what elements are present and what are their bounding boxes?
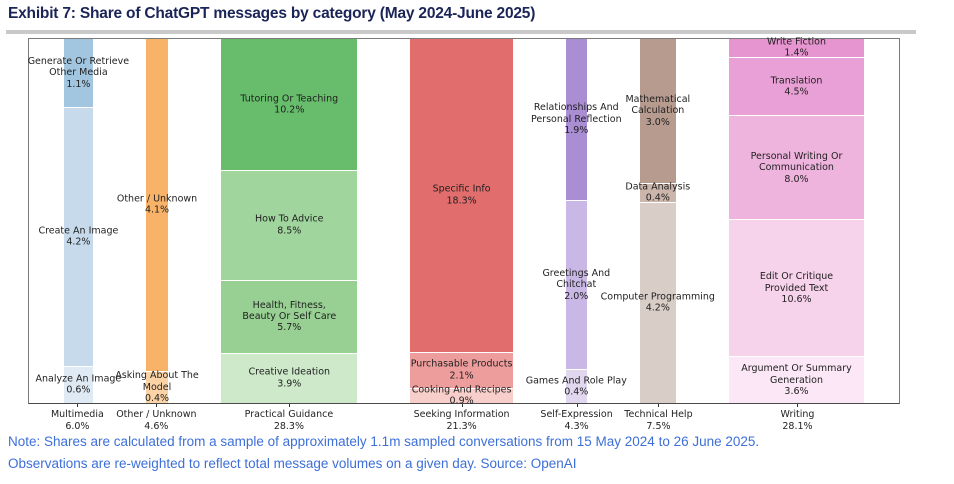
segment-edit-or-critique-provided-text: Edit Or Critique Provided Text 10.6% bbox=[729, 219, 864, 357]
segment-label: Creative Ideation 3.9% bbox=[248, 367, 331, 390]
segment-personal-writing-or-communication: Personal Writing Or Communication 8.0% bbox=[729, 115, 864, 220]
segment-label: Relationships And Personal Reflection 1.… bbox=[530, 102, 622, 137]
segment-label: Generate Or Retrieve Other Media 1.1% bbox=[27, 55, 130, 90]
segment-cooking-and-recipes: Cooking And Recipes 0.9% bbox=[410, 384, 513, 407]
chart-title: Exhibit 7: Share of ChatGPT messages by … bbox=[8, 5, 536, 22]
segment-games-and-role-play: Games And Role Play 0.4% bbox=[526, 369, 627, 403]
segment-label: Translation 4.5% bbox=[770, 75, 823, 98]
tick-mark bbox=[658, 404, 660, 407]
tick-mark bbox=[77, 404, 79, 407]
segment-label: How To Advice 8.5% bbox=[255, 213, 324, 237]
category-bar-practical-guidance: Tutoring Or Teaching 10.2% How To Advice … bbox=[221, 39, 358, 403]
tick-mark bbox=[576, 404, 578, 407]
x-tick-label: Multimedia 6.0% bbox=[50, 409, 104, 432]
segment-label: Health, Fitness, Beauty Or Self Care 5.7… bbox=[242, 299, 337, 334]
segment-label: Personal Writing Or Communication 8.0% bbox=[750, 150, 843, 185]
segment-purchasable-products: Purchasable Products 2.1% bbox=[410, 351, 513, 388]
note-line-2: Observations are re-weighted to reflect … bbox=[8, 455, 577, 471]
segment-specific-info: Specific Info 18.3% bbox=[410, 39, 513, 352]
segment-label: Purchasable Products 2.1% bbox=[410, 358, 513, 382]
x-tick-label: Other / Unknown 4.6% bbox=[116, 409, 197, 432]
tick-mark bbox=[156, 404, 158, 407]
segment-translation: Translation 4.5% bbox=[729, 57, 864, 116]
category-bar-self-expression: Relationships And Personal Reflection 1.… bbox=[526, 39, 627, 403]
x-tick-multimedia: Multimedia 6.0% bbox=[51, 404, 104, 434]
tick-mark bbox=[797, 404, 799, 407]
segment-how-to-advice: How To Advice 8.5% bbox=[221, 170, 358, 280]
tick-mark bbox=[461, 404, 463, 407]
segment-label: Write Fiction 1.4% bbox=[767, 36, 826, 60]
category-bar-seeking-information: Specific Info 18.3% Purchasable Products … bbox=[410, 39, 513, 407]
note-line-1: Note: Shares are calculated from a sampl… bbox=[8, 434, 760, 449]
segment-tutoring-or-teaching: Tutoring Or Teaching 10.2% bbox=[221, 39, 358, 171]
x-tick-label: Technical Help 7.5% bbox=[624, 409, 693, 432]
x-tick-seeking-information: Seeking Information 21.3% bbox=[410, 404, 512, 434]
segment-create-an-image: Create An Image 4.2% bbox=[38, 106, 118, 366]
tick-mark bbox=[288, 404, 290, 407]
x-tick-self-expression: Self-Expression 4.3% bbox=[540, 404, 613, 434]
category-bar-writing: Write Fiction 1.4% Translation 4.5% Person… bbox=[729, 37, 864, 403]
segment-asking-about-the-model: Asking About The Model 0.4% bbox=[115, 370, 198, 404]
segment-greetings-and-chitchat: Greetings And Chitchat 2.0% bbox=[542, 199, 610, 370]
segment-argument-or-summary-generation: Argument Or Summary Generation 3.6% bbox=[729, 356, 864, 403]
plot-area: Generate Or Retrieve Other Media 1.1% Cre… bbox=[28, 37, 900, 407]
segment-health-fitness-beauty-or-self-care: Health, Fitness, Beauty Or Self Care 5.7… bbox=[221, 279, 358, 353]
segment-mathematical-calculation: Mathematical Calculation 3.0% bbox=[625, 39, 690, 183]
segment-label: Games And Role Play 0.4% bbox=[525, 375, 627, 398]
segment-creative-ideation: Creative Ideation 3.9% bbox=[221, 352, 358, 403]
x-tick-label: Writing 28.1% bbox=[780, 409, 815, 432]
segment-label: Argument Or Summary Generation 3.6% bbox=[741, 363, 852, 397]
segment-label: Specific Info 18.3% bbox=[432, 183, 491, 207]
segment-label: Computer Programming 4.2% bbox=[600, 291, 715, 314]
segment-analyze-an-image: Analyze An Image 0.6% bbox=[36, 365, 121, 403]
x-tick-writing: Writing 28.1% bbox=[730, 404, 865, 434]
x-tick-other-unknown: Other / Unknown 4.6% bbox=[116, 404, 197, 434]
segment-label: Greetings And Chitchat 2.0% bbox=[542, 267, 611, 302]
x-tick-label: Seeking Information 21.3% bbox=[413, 409, 510, 432]
bars-container: Generate Or Retrieve Other Media 1.1% Cre… bbox=[28, 37, 899, 407]
segment-label: Analyze An Image 0.6% bbox=[35, 373, 122, 396]
segment-generate-or-retrieve-other-media: Generate Or Retrieve Other Media 1.1% bbox=[28, 39, 129, 107]
source-note: Note: Shares are calculated from a sampl… bbox=[8, 431, 948, 474]
segment-label: Mathematical Calculation 3.0% bbox=[625, 93, 691, 128]
segment-other-unknown: Other / Unknown 4.1% bbox=[117, 39, 197, 371]
segment-relationships-and-personal-reflection: Relationships And Personal Reflection 1.… bbox=[531, 39, 622, 200]
segment-label: Tutoring Or Teaching 10.2% bbox=[240, 93, 339, 116]
segment-write-fiction: Write Fiction 1.4% bbox=[729, 37, 864, 59]
x-tick-technical-help: Technical Help 7.5% bbox=[624, 404, 693, 434]
category-bar-multimedia: Generate Or Retrieve Other Media 1.1% Cre… bbox=[28, 39, 129, 403]
segment-label: Create An Image 4.2% bbox=[38, 225, 119, 248]
segment-label: Asking About The Model 0.4% bbox=[115, 370, 199, 405]
title-divider bbox=[6, 30, 916, 34]
x-axis: Multimedia 6.0% Other / Unknown 4.6% Pract… bbox=[28, 404, 900, 434]
x-tick-practical-guidance: Practical Guidance 28.3% bbox=[221, 404, 357, 434]
segment-computer-programming: Computer Programming 4.2% bbox=[601, 201, 715, 403]
segment-label: Other / Unknown 4.1% bbox=[116, 193, 198, 216]
segment-label: Edit Or Critique Provided Text 10.6% bbox=[759, 271, 834, 305]
x-tick-label: Practical Guidance 28.3% bbox=[244, 409, 334, 432]
category-bar-technical-help: Mathematical Calculation 3.0% Data Analys… bbox=[601, 39, 715, 403]
segment-label: Data Analysis 0.4% bbox=[625, 181, 691, 204]
category-bar-other-unknown: Other / Unknown 4.1% Asking About The Mod… bbox=[115, 39, 199, 404]
segment-data-analysis: Data Analysis 0.4% bbox=[625, 181, 690, 203]
x-tick-label: Self-Expression 4.3% bbox=[540, 409, 613, 432]
